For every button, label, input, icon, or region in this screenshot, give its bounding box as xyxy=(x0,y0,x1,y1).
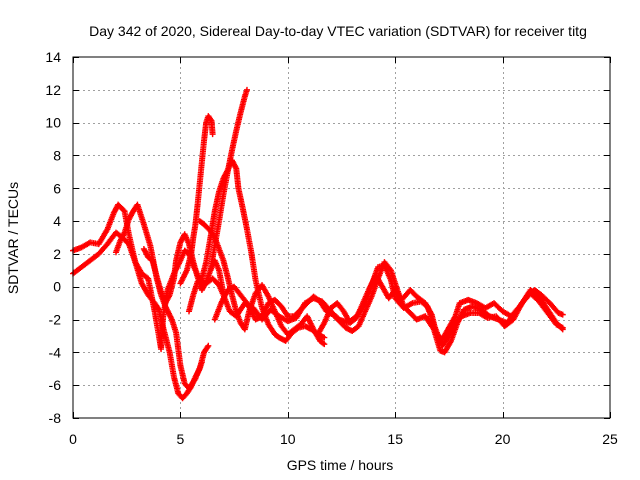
data-point xyxy=(320,340,327,347)
x-tick-label: 0 xyxy=(69,431,77,447)
grid-lines xyxy=(73,57,610,418)
y-tick-label: 2 xyxy=(53,246,61,262)
x-axis-label: GPS time / hours xyxy=(287,457,394,473)
y-tick-label: 8 xyxy=(53,147,61,163)
y-tick-label: 0 xyxy=(53,279,61,295)
data-point xyxy=(209,131,216,138)
data-point xyxy=(243,86,250,93)
chart-title: Day 342 of 2020, Sidereal Day-to-day VTE… xyxy=(89,23,587,39)
data-point xyxy=(559,311,566,318)
data-point xyxy=(321,341,328,348)
data-points xyxy=(70,86,566,402)
series-track-5 xyxy=(177,113,216,287)
series-track-8 xyxy=(207,86,250,274)
x-tick-labels: 0 5 10 15 20 25 xyxy=(69,431,618,447)
series-track-10 xyxy=(314,272,566,349)
y-axis-label: SDTVAR / TECUs xyxy=(5,182,21,294)
data-point xyxy=(321,334,328,341)
y-tick-label: -4 xyxy=(49,344,62,360)
y-tick-label: 6 xyxy=(53,180,61,196)
x-tick-label: 5 xyxy=(177,431,185,447)
data-point xyxy=(205,342,212,349)
y-tick-label: 12 xyxy=(45,82,61,98)
y-tick-label: -6 xyxy=(49,377,62,393)
x-tick-label: 10 xyxy=(280,431,296,447)
y-tick-label: 14 xyxy=(45,49,61,65)
y-tick-label: 10 xyxy=(45,115,61,131)
y-tick-label: -8 xyxy=(49,410,62,426)
axis-ticks xyxy=(73,57,611,419)
series-track-7 xyxy=(185,157,328,344)
data-point xyxy=(207,116,214,123)
y-tick-label: 4 xyxy=(53,213,61,229)
y-tick-labels: -8 -6 -4 -2 0 2 4 6 8 10 12 14 xyxy=(45,49,61,426)
data-point xyxy=(559,324,566,331)
x-tick-label: 25 xyxy=(602,431,618,447)
y-tick-label: -2 xyxy=(49,312,62,328)
x-tick-label: 15 xyxy=(387,431,403,447)
plot-frame xyxy=(72,56,611,419)
x-tick-label: 20 xyxy=(495,431,511,447)
data-point xyxy=(198,359,205,366)
